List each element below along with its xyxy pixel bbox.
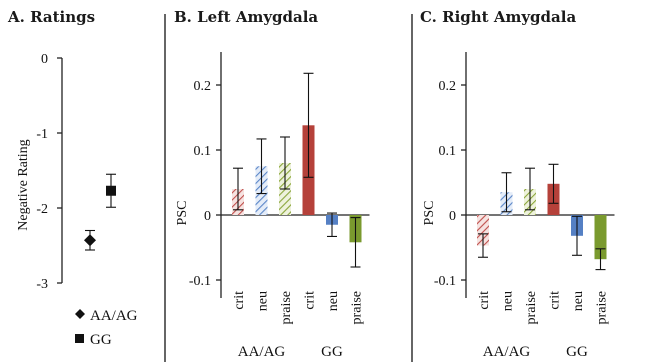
group-label: GG [566, 344, 588, 360]
panel-a-ratings: A. Ratings Negative Rating 0 -1 -2 -3 AA/AG… [7, 8, 138, 348]
legend-marker-diamond [75, 309, 85, 319]
group-label: AA/AG [238, 344, 286, 360]
category-label: neu [256, 291, 271, 311]
panel-c-ylabel: PSC [422, 201, 437, 226]
ytick-label: 0.1 [439, 144, 457, 159]
panel-a-legend: AA/AG GG [75, 308, 138, 348]
legend-item-aa-ag: AA/AG [90, 308, 138, 324]
panel-a-title: A. Ratings [7, 8, 95, 26]
panel-c-title: C. Right Amygdala [420, 8, 576, 26]
legend-item-gg: GG [90, 332, 112, 348]
category-label: praise [595, 291, 610, 324]
bar-crit-aa-ag [232, 167, 244, 215]
panel-a-ytick-label: 0 [41, 52, 48, 67]
category-label: praise [524, 291, 539, 324]
bar-crit-gg [302, 72, 315, 215]
bar-praise-aa-ag [279, 136, 291, 215]
bar-neu-aa-ag [255, 138, 268, 215]
category-label: praise [350, 291, 365, 324]
category-label: praise [279, 291, 294, 324]
legend-marker-square [75, 334, 84, 343]
bar-praise-aa-ag [524, 167, 536, 215]
panel-a-ytick-label: -2 [36, 202, 48, 217]
panel-b-left-amygdala: B. Left Amygdala PSC 0.20.10-0.1 crit neu… [174, 8, 370, 360]
panel-b-title: B. Left Amygdala [174, 8, 318, 26]
group-label: GG [321, 344, 343, 360]
category-label: neu [571, 291, 586, 311]
bar-crit-aa-ag [477, 215, 489, 258]
panel-a-ylabel: Negative Rating [16, 139, 31, 230]
bar-crit-gg [547, 163, 560, 215]
bar-praise-gg [349, 215, 362, 268]
bar-praise-gg [594, 215, 607, 271]
ytick-label: -0.1 [189, 274, 211, 289]
category-label: crit [232, 291, 247, 310]
bar-neu-gg [571, 215, 583, 256]
ytick-label: -0.1 [434, 274, 456, 289]
category-label: crit [303, 291, 318, 310]
panel-a-point-aa-ag [84, 229, 96, 251]
category-label: neu [501, 291, 516, 311]
ytick-label: 0 [449, 209, 456, 224]
category-label: crit [477, 291, 492, 310]
panel-a-point-gg [106, 173, 116, 208]
ytick-label: 0.2 [439, 79, 457, 94]
panel-a-ytick-label: -1 [36, 127, 48, 142]
ytick-label: 0.2 [194, 79, 212, 94]
panel-c-right-amygdala: C. Right Amygdala PSC 0.20.10-0.1 crit ne… [420, 8, 615, 360]
ytick-label: 0 [204, 209, 211, 224]
category-label: neu [326, 291, 341, 311]
ytick-label: 0.1 [194, 144, 212, 159]
group-label: AA/AG [483, 344, 531, 360]
bar-neu-aa-ag [500, 172, 513, 215]
bar-neu-gg [326, 212, 338, 237]
panel-a-ytick-label: -3 [36, 277, 48, 292]
panel-b-ylabel: PSC [175, 201, 190, 226]
category-label: crit [548, 291, 563, 310]
